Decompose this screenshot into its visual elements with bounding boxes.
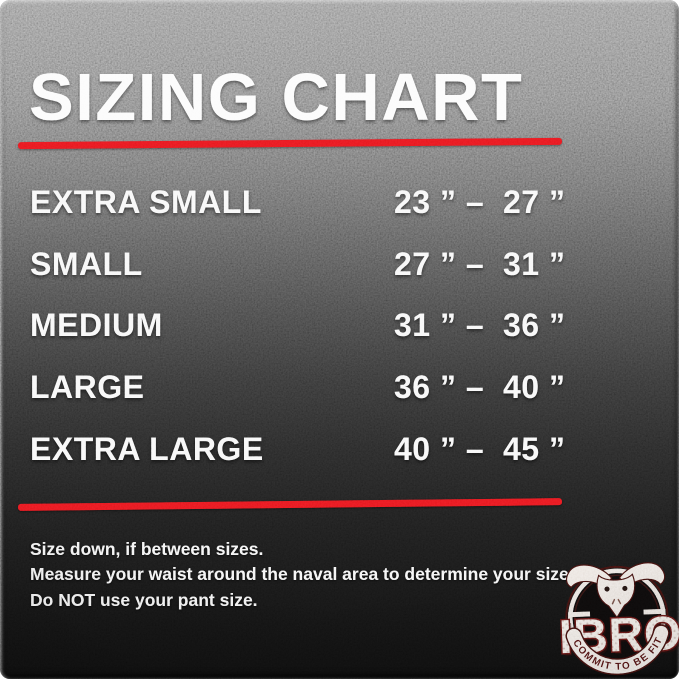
red-divider-top bbox=[17, 137, 563, 150]
size-range: 31 ” – 36 ” bbox=[394, 307, 566, 343]
size-row-large: LARGE 36 ” – 40 ” bbox=[0, 369, 679, 405]
size-label: SMALL bbox=[30, 246, 143, 282]
note-line: Size down, if between sizes. bbox=[30, 539, 264, 559]
size-label: EXTRA SMALL bbox=[30, 184, 262, 220]
size-label: LARGE bbox=[30, 369, 145, 405]
size-label: EXTRA LARGE bbox=[30, 431, 264, 467]
size-label: MEDIUM bbox=[30, 307, 163, 343]
size-range: 36 ” – 40 ” bbox=[394, 369, 566, 405]
size-row-small: SMALL 27 ” – 31 ” bbox=[0, 246, 679, 282]
size-row-medium: MEDIUM 31 ” – 36 ” bbox=[0, 307, 679, 343]
page-title: SIZING CHART bbox=[29, 60, 524, 135]
brand-logo: IBRO IBRO COMMIT TO BE FIT bbox=[557, 562, 679, 676]
sizing-notes: Size down, if between sizes. Measure you… bbox=[30, 537, 575, 613]
size-row-extra-small: EXTRA SMALL 23 ” – 27 ” bbox=[0, 184, 679, 220]
red-divider-bottom bbox=[17, 498, 563, 511]
size-range: 40 ” – 45 ” bbox=[394, 431, 566, 467]
note-line: Measure your waist around the naval area… bbox=[30, 564, 574, 585]
note-line: Do NOT use your pant size. bbox=[30, 589, 258, 610]
size-row-extra-large: EXTRA LARGE 40 ” – 45 ” bbox=[0, 431, 679, 467]
size-range: 27 ” – 31 ” bbox=[394, 246, 566, 282]
size-range: 23 ” – 27 ” bbox=[394, 184, 566, 220]
